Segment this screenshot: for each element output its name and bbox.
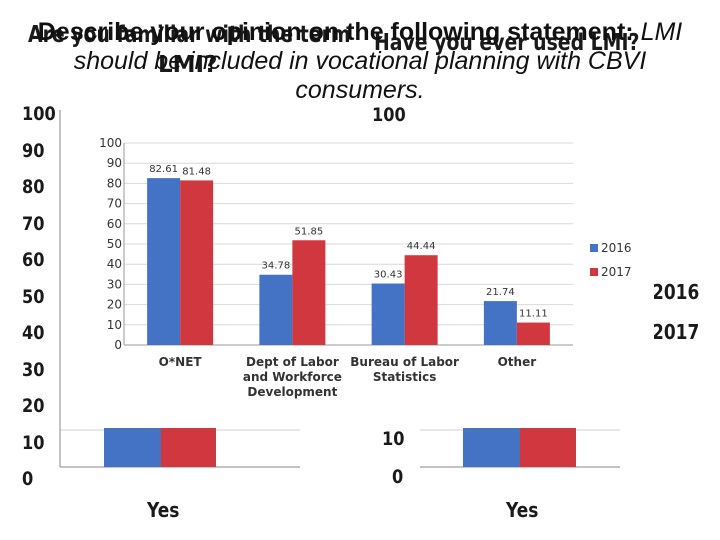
legend-label-2016: 2016 xyxy=(601,241,632,255)
left-heading-line2: LMI? xyxy=(158,52,218,78)
bar-2016 xyxy=(259,274,293,345)
y-tick-label: 100 xyxy=(99,136,122,150)
slide-title: Describe your opinion on the following s… xyxy=(30,18,690,105)
y-tick-label: 30 xyxy=(107,277,122,291)
left-axis-tick: 40 xyxy=(22,322,45,344)
data-label: 82.61 xyxy=(149,164,178,175)
x-tick-label: Other xyxy=(498,355,537,369)
slide-title-bold: Describe your opinion on the following s… xyxy=(37,18,634,46)
left-bar-2016 xyxy=(104,428,161,467)
y-tick-label: 10 xyxy=(107,318,122,332)
left-category-label: Yes xyxy=(147,498,180,522)
y-tick-label: 40 xyxy=(107,257,122,271)
y-tick-label: 80 xyxy=(107,176,122,190)
left-axis-tick: 50 xyxy=(22,285,45,308)
x-tick-label: O*NET xyxy=(159,355,203,369)
y-tick-label: 20 xyxy=(107,298,122,312)
data-label: 34.78 xyxy=(262,261,291,272)
legend-2016-bg: 2016 xyxy=(652,280,700,304)
bar-2017 xyxy=(516,322,550,345)
slide-title-italic: LMI should be included in vocational pla… xyxy=(73,18,683,104)
legend-label-2017: 2017 xyxy=(601,265,632,279)
right-bar-2016 xyxy=(463,428,520,467)
legend-2017-bg: 2017 xyxy=(652,320,700,344)
x-tick-label: and Workforce xyxy=(243,370,342,384)
legend-swatch-2017 xyxy=(590,268,598,276)
right-axis-tick: 100 xyxy=(372,104,406,126)
left-axis-tick: 30 xyxy=(22,358,45,381)
y-tick-label: 90 xyxy=(107,156,122,170)
left-bar-2017 xyxy=(161,428,216,467)
left-axis-tick: 100 xyxy=(22,103,56,125)
bar-2017 xyxy=(180,180,214,345)
left-axis-tick: 60 xyxy=(22,249,45,271)
y-tick-label: 60 xyxy=(107,217,122,231)
bar-2016 xyxy=(371,283,405,345)
bar-2016 xyxy=(147,178,181,345)
data-label: 51.85 xyxy=(295,226,324,237)
bar-2017 xyxy=(404,255,438,345)
x-tick-label: Statistics xyxy=(373,370,437,384)
right-category-label: Yes xyxy=(506,498,539,522)
left-axis-tick: 70 xyxy=(22,212,45,235)
right-bar-2017 xyxy=(520,428,576,467)
x-tick-label: Bureau of Labor xyxy=(350,355,459,369)
x-tick-label: Development xyxy=(247,385,337,399)
data-label: 81.48 xyxy=(182,166,211,177)
bar-2016 xyxy=(483,301,517,345)
chart-bars xyxy=(147,178,550,345)
left-axis-tick: 0 xyxy=(22,468,34,490)
right-heading: Have you ever used LMI? xyxy=(374,30,640,56)
left-heading: Are you familiar with the term xyxy=(28,22,351,48)
y-tick-label: 50 xyxy=(107,237,122,251)
left-axis-tick: 10 xyxy=(22,431,45,454)
legend-swatch-2016 xyxy=(590,244,598,252)
bar-2017 xyxy=(292,240,326,345)
data-label: 44.44 xyxy=(407,241,436,252)
data-label: 30.43 xyxy=(374,270,403,281)
y-tick-label: 0 xyxy=(114,338,122,352)
chart-legend: 2016 2017 xyxy=(590,241,632,279)
y-tick-labels: 0 10 20 30 40 50 60 70 80 90 100 xyxy=(99,136,122,352)
right-axis-tick: 10 xyxy=(382,428,405,450)
right-axis-tick: 0 xyxy=(392,466,404,488)
x-tick-label: Dept of Labor xyxy=(246,355,339,369)
left-axis-tick: 20 xyxy=(22,395,45,417)
data-labels: 82.61 81.48 34.78 51.85 30.43 44.44 21.74 11.11 xyxy=(149,164,547,319)
y-tick-label: 70 xyxy=(107,197,122,211)
left-axis-tick: 80 xyxy=(22,176,45,198)
left-axis-tick: 90 xyxy=(22,139,45,162)
data-label: 11.11 xyxy=(519,309,548,320)
data-label: 21.74 xyxy=(486,287,515,298)
